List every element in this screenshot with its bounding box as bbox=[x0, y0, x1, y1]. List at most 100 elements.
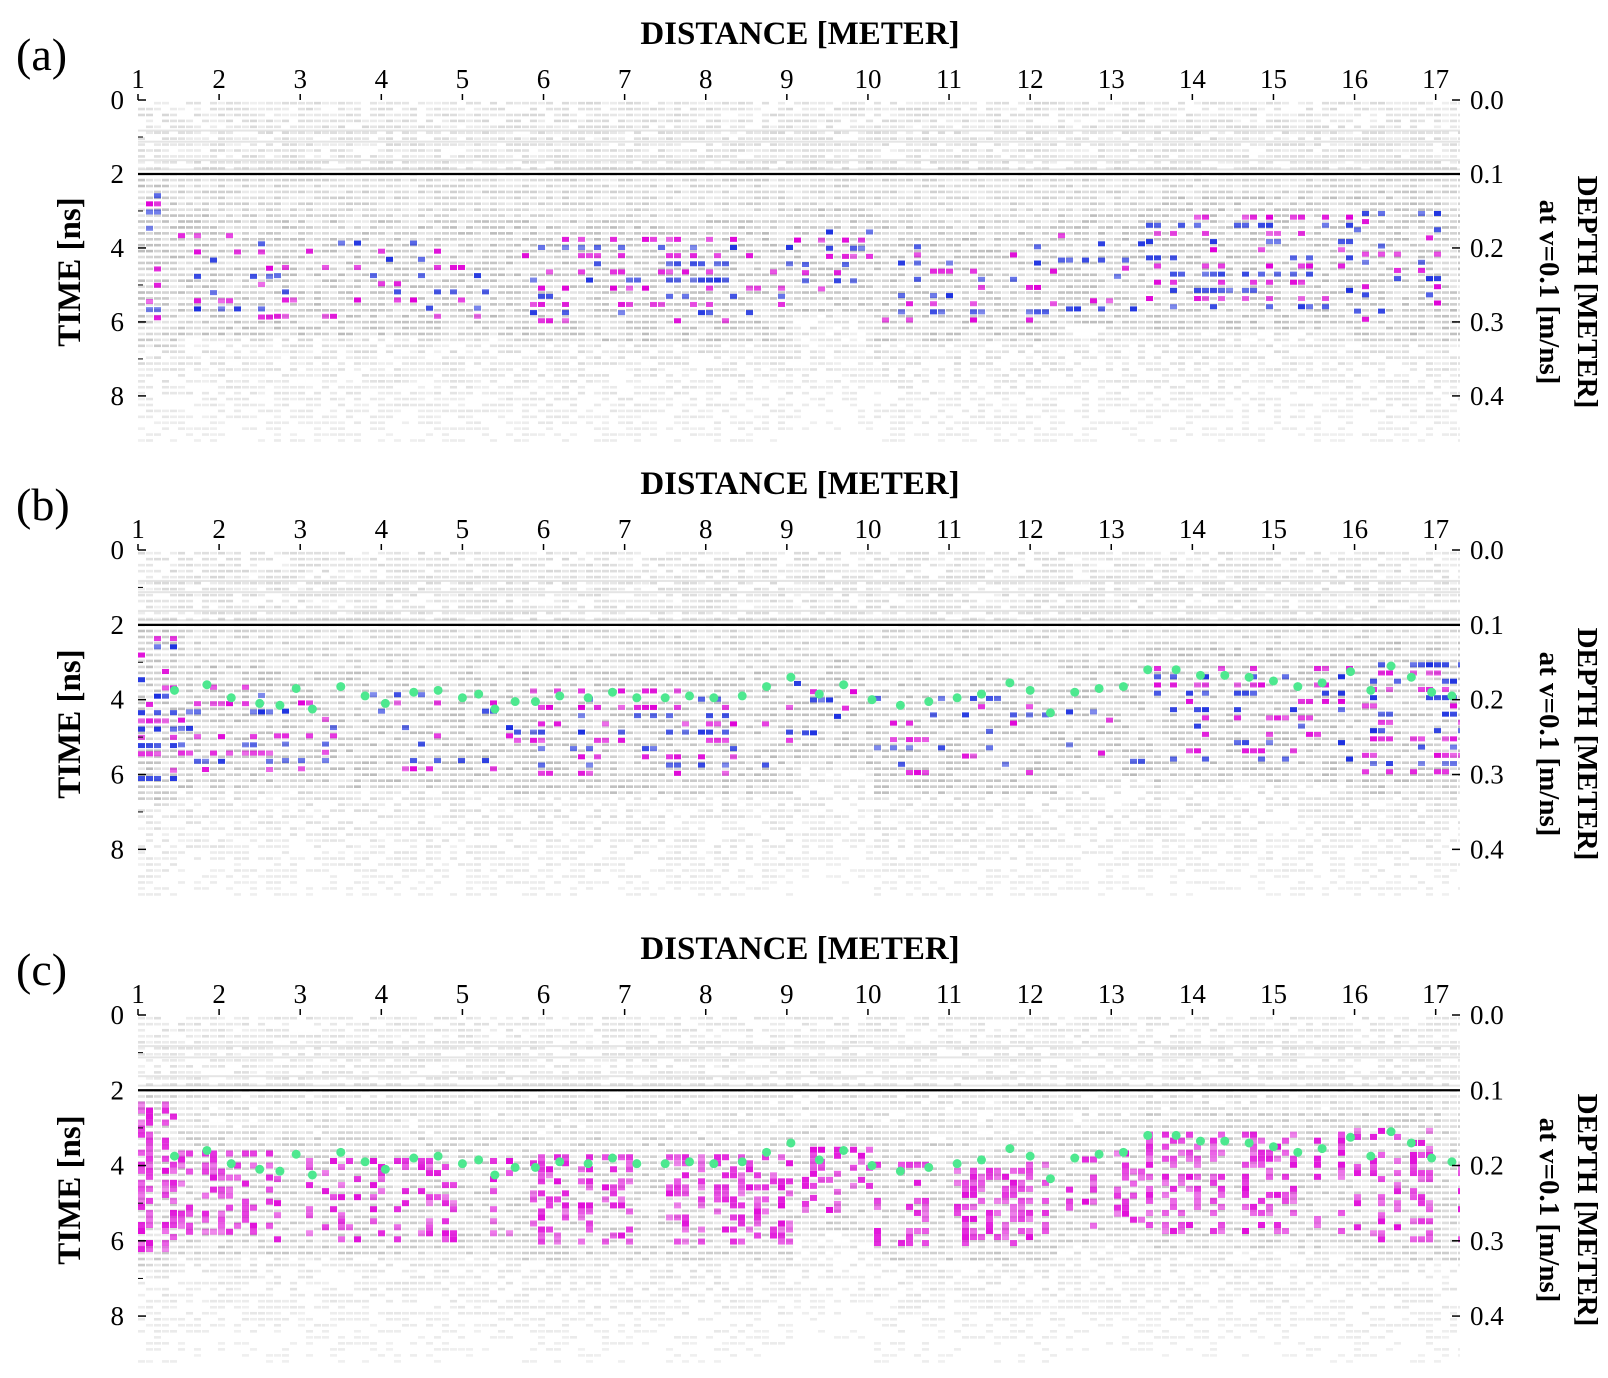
reflector-pick-point bbox=[952, 693, 962, 703]
y2-tick-label: 0.3 bbox=[1470, 1226, 1504, 1256]
x-tick-label: 9 bbox=[780, 64, 794, 94]
x-tick-label: 13 bbox=[1098, 979, 1125, 1009]
y-tick-label: 0 bbox=[111, 1000, 125, 1030]
reflector-pick-point bbox=[1094, 1149, 1104, 1159]
reflector-pick-point bbox=[360, 691, 370, 701]
reflector-pick-point bbox=[632, 693, 642, 703]
reflector-pick-point bbox=[1346, 1132, 1356, 1142]
y2-tick-label: 0.2 bbox=[1470, 1151, 1504, 1181]
y2-axis-title-line1: DEPTH [METER] bbox=[1571, 176, 1603, 409]
y-axis-title: TIME [ns] bbox=[52, 1115, 88, 1264]
reflector-pick-point bbox=[226, 693, 236, 703]
y2-axis-title-line1: DEPTH [METER] bbox=[1571, 1094, 1603, 1327]
reflector-pick-point bbox=[685, 691, 695, 701]
reflector-pick-point bbox=[1070, 687, 1080, 697]
reflector-pick-point bbox=[1406, 672, 1416, 682]
reflector-pick-point bbox=[1406, 1138, 1416, 1148]
y2-axis-title-line2: at v=0.1 [m/ns] bbox=[1533, 652, 1565, 837]
x-tick-label: 7 bbox=[618, 514, 632, 544]
x-tick-label: 2 bbox=[212, 979, 226, 1009]
reflector-pick-point bbox=[1293, 1147, 1303, 1157]
reflector-pick-point bbox=[1025, 685, 1035, 695]
reflector-pick-point bbox=[474, 689, 484, 699]
reflector-pick-point bbox=[490, 704, 500, 714]
x-tick-label: 16 bbox=[1341, 64, 1368, 94]
x-tick-label: 1 bbox=[131, 514, 145, 544]
x-tick-label: 2 bbox=[212, 514, 226, 544]
reflector-pick-point bbox=[1244, 672, 1254, 682]
reflector-pick-point bbox=[555, 691, 565, 701]
x-tick-label: 5 bbox=[456, 64, 470, 94]
reflector-pick-point bbox=[737, 691, 747, 701]
reflector-pick-point bbox=[1346, 667, 1356, 677]
x-tick-label: 11 bbox=[936, 514, 962, 544]
panel-label: (c) bbox=[16, 944, 67, 995]
reflector-pick-point bbox=[169, 685, 179, 695]
y-tick-label: 2 bbox=[111, 610, 125, 640]
reflector-pick-point bbox=[976, 1155, 986, 1165]
reflector-pick-point bbox=[457, 693, 467, 703]
x-tick-label: 12 bbox=[1017, 64, 1044, 94]
reflector-pick-point bbox=[786, 1138, 796, 1148]
reflector-pick-point bbox=[336, 682, 346, 692]
y2-tick-label: 0.1 bbox=[1470, 610, 1504, 640]
reflector-pick-point bbox=[1447, 691, 1457, 701]
reflector-pick-point bbox=[255, 1164, 265, 1174]
reflector-pick-point bbox=[924, 697, 934, 707]
x-tick-label: 4 bbox=[375, 64, 389, 94]
reflector-pick-point bbox=[762, 682, 772, 692]
x-tick-label: 15 bbox=[1260, 514, 1287, 544]
x-tick-label: 10 bbox=[854, 64, 881, 94]
reflector-pick-point bbox=[1293, 682, 1303, 692]
reflector-pick-point bbox=[360, 1157, 370, 1167]
reflector-pick-point bbox=[632, 1159, 642, 1169]
x-tick-label: 15 bbox=[1260, 64, 1287, 94]
reflector-pick-point bbox=[1118, 1147, 1128, 1157]
reflector-pick-point bbox=[530, 697, 540, 707]
reflector-pick-point bbox=[839, 680, 849, 690]
y-tick-label: 4 bbox=[111, 233, 125, 263]
reflector-pick-point bbox=[1427, 687, 1437, 697]
y-tick-label: 8 bbox=[111, 834, 125, 864]
x-tick-label: 4 bbox=[375, 979, 389, 1009]
reflector-pick-point bbox=[1220, 1136, 1230, 1146]
reflector-pick-point bbox=[895, 1166, 905, 1176]
reflector-pick-point bbox=[1317, 678, 1327, 688]
x-tick-label: 3 bbox=[293, 979, 307, 1009]
reflector-pick-point bbox=[555, 1157, 565, 1167]
reflector-pick-point bbox=[762, 1147, 772, 1157]
y-tick-label: 0 bbox=[111, 535, 125, 565]
reflector-pick-point bbox=[1005, 678, 1015, 688]
y-tick-label: 6 bbox=[111, 1226, 125, 1256]
reflector-pick-point bbox=[490, 1170, 500, 1180]
reflector-pick-point bbox=[1045, 1174, 1055, 1184]
x-tick-label: 14 bbox=[1179, 514, 1207, 544]
x-tick-label: 16 bbox=[1341, 979, 1368, 1009]
x-tick-label: 4 bbox=[375, 514, 389, 544]
reflector-pick-point bbox=[867, 1161, 877, 1171]
reflector-pick-point bbox=[709, 1159, 719, 1169]
y-tick-label: 8 bbox=[111, 1301, 125, 1331]
x-tick-label: 1 bbox=[131, 64, 145, 94]
x-tick-label: 8 bbox=[699, 64, 713, 94]
x-tick-label: 12 bbox=[1017, 979, 1044, 1009]
y2-axis-title-line2: at v=0.1 [m/ns] bbox=[1533, 1118, 1565, 1303]
reflector-pick-point bbox=[380, 698, 390, 708]
panel-label: (a) bbox=[16, 29, 67, 80]
x-tick-label: 5 bbox=[456, 979, 470, 1009]
reflector-pick-point bbox=[607, 687, 617, 697]
x-tick-label: 2 bbox=[212, 64, 226, 94]
reflector-pick-point bbox=[255, 698, 265, 708]
y-tick-label: 6 bbox=[111, 760, 125, 790]
reflector-pick-point bbox=[814, 689, 824, 699]
reflector-pick-point bbox=[709, 693, 719, 703]
y2-tick-label: 0.0 bbox=[1470, 535, 1504, 565]
y-axis-title: TIME [ns] bbox=[52, 197, 88, 346]
y-tick-label: 8 bbox=[111, 381, 125, 411]
x-tick-label: 14 bbox=[1179, 979, 1207, 1009]
reflector-pick-point bbox=[510, 697, 520, 707]
reflector-pick-point bbox=[1268, 676, 1278, 686]
reflector-pick-point bbox=[924, 1162, 934, 1172]
reflector-pick-point bbox=[1045, 708, 1055, 718]
reflector-pick-point bbox=[786, 672, 796, 682]
